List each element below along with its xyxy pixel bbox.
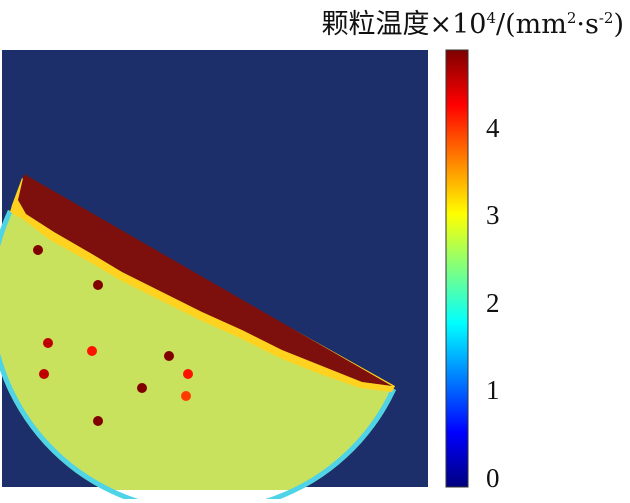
bed-rim bbox=[0, 210, 397, 503]
hot-particle bbox=[93, 416, 103, 426]
colorbar-tick-0: 0 bbox=[486, 463, 500, 493]
hot-particle bbox=[137, 383, 147, 393]
colorbar-tick-1: 1 bbox=[486, 375, 500, 405]
hot-particle bbox=[33, 245, 43, 255]
hot-particle bbox=[164, 351, 174, 361]
colorbar-label: 颗粒温度×104/(mm2·s-2) bbox=[321, 9, 624, 40]
hot-particle bbox=[93, 280, 103, 290]
hot-particle bbox=[39, 369, 49, 379]
hot-layer bbox=[18, 174, 392, 386]
hot-particle bbox=[181, 391, 191, 401]
colorbar-tick-4: 4 bbox=[486, 113, 500, 143]
colorbar-tick-2: 2 bbox=[486, 288, 500, 318]
hot-particle bbox=[87, 346, 97, 356]
colorbar-tick-3: 3 bbox=[486, 200, 500, 230]
hot-particles bbox=[33, 245, 193, 426]
hot-particle bbox=[183, 369, 193, 379]
hot-particle bbox=[43, 338, 53, 348]
colorbar bbox=[445, 49, 469, 488]
